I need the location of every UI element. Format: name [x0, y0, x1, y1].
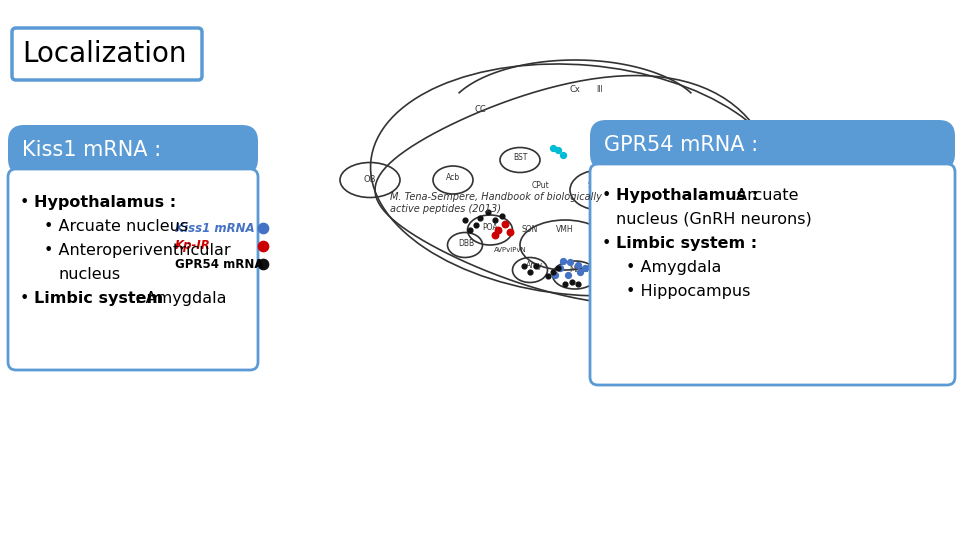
- Text: • Amygdala: • Amygdala: [626, 260, 721, 275]
- Text: CPut: CPut: [531, 180, 549, 190]
- FancyBboxPatch shape: [590, 120, 955, 170]
- Text: III: III: [596, 85, 604, 94]
- Point: [488, 231, 503, 239]
- Text: SN: SN: [670, 186, 681, 194]
- Point: [502, 228, 517, 237]
- FancyBboxPatch shape: [12, 28, 202, 80]
- Text: CC: CC: [474, 105, 486, 114]
- Text: •: •: [20, 291, 30, 306]
- Point: [472, 214, 488, 222]
- Text: SON: SON: [522, 226, 539, 234]
- Text: M. Tena-Sempere, Handbook of biologically
active peptides (2013): M. Tena-Sempere, Handbook of biologicall…: [390, 192, 602, 214]
- Text: Amy: Amy: [526, 260, 543, 269]
- Text: DBB: DBB: [458, 239, 474, 247]
- Text: Th: Th: [605, 186, 614, 194]
- Text: HL: HL: [695, 220, 705, 230]
- Point: [494, 212, 510, 220]
- Text: Cx: Cx: [569, 85, 581, 94]
- Point: [572, 268, 588, 276]
- Text: Amb: Amb: [811, 120, 828, 130]
- Point: [488, 215, 503, 224]
- Text: GPR54 mRNA: GPR54 mRNA: [175, 258, 263, 271]
- Text: •: •: [602, 236, 612, 251]
- Text: • Hippocampus: • Hippocampus: [626, 284, 751, 299]
- Text: BST: BST: [513, 153, 527, 163]
- Text: Kiss1 mRNA: Kiss1 mRNA: [175, 221, 254, 234]
- Text: OB: OB: [364, 176, 376, 185]
- Point: [633, 258, 648, 266]
- FancyBboxPatch shape: [590, 164, 955, 385]
- Text: Arcuate: Arcuate: [731, 188, 799, 203]
- Point: [561, 271, 576, 279]
- Text: C: C: [852, 191, 857, 199]
- Point: [555, 151, 570, 159]
- Point: [564, 278, 580, 286]
- Text: nucleus: nucleus: [58, 267, 120, 282]
- Text: : Amygdala: : Amygdala: [130, 291, 227, 306]
- Text: Limbic system :: Limbic system :: [616, 236, 757, 251]
- Text: DMH: DMH: [621, 246, 639, 254]
- Text: S: S: [588, 180, 592, 190]
- Text: POA: POA: [482, 222, 498, 232]
- Text: LH: LH: [650, 220, 660, 230]
- Point: [550, 264, 565, 272]
- Point: [552, 264, 567, 272]
- Text: LBN: LBN: [812, 253, 828, 262]
- Point: [491, 226, 506, 234]
- Point: [468, 221, 484, 230]
- Text: PAG: PAG: [703, 145, 717, 154]
- Point: [255, 242, 271, 251]
- Text: • Arcuate nucleus: • Arcuate nucleus: [44, 219, 188, 234]
- Text: NST: NST: [782, 143, 798, 152]
- Text: Hypothalamus :: Hypothalamus :: [616, 188, 758, 203]
- Point: [547, 271, 563, 279]
- Point: [463, 226, 478, 234]
- Text: Localization: Localization: [22, 40, 186, 68]
- Text: •: •: [20, 195, 30, 210]
- Text: Hpt: Hpt: [643, 251, 657, 260]
- Text: AP: AP: [636, 266, 645, 274]
- Text: DR: DR: [739, 151, 751, 159]
- Point: [558, 280, 573, 288]
- Point: [637, 264, 653, 272]
- Text: Limbic system: Limbic system: [34, 291, 163, 306]
- Text: Kp-IR: Kp-IR: [175, 240, 211, 253]
- Point: [563, 258, 578, 266]
- Point: [570, 280, 586, 288]
- Text: ME: ME: [569, 266, 581, 274]
- Text: Kiss1 mRNA :: Kiss1 mRNA :: [22, 140, 161, 160]
- Point: [497, 220, 513, 228]
- Text: Hypothalamus :: Hypothalamus :: [34, 195, 176, 210]
- Text: VMH: VMH: [556, 226, 574, 234]
- Point: [522, 268, 538, 276]
- Point: [540, 272, 556, 280]
- Text: • Anteroperiventricular: • Anteroperiventricular: [44, 243, 230, 258]
- Point: [255, 260, 271, 268]
- FancyBboxPatch shape: [8, 125, 258, 175]
- Point: [642, 255, 658, 264]
- Point: [545, 268, 561, 276]
- Text: Acb: Acb: [446, 173, 460, 183]
- Point: [480, 208, 495, 217]
- Point: [528, 262, 543, 271]
- Point: [516, 262, 532, 271]
- Point: [577, 264, 592, 272]
- Point: [570, 261, 586, 269]
- Point: [550, 146, 565, 154]
- Point: [545, 144, 561, 152]
- Text: GPR54 mRNA :: GPR54 mRNA :: [604, 135, 758, 155]
- Point: [457, 215, 472, 224]
- Point: [255, 224, 271, 232]
- Text: •: •: [602, 188, 612, 203]
- Text: nucleus (GnRH neurons): nucleus (GnRH neurons): [616, 212, 812, 227]
- Text: AVPvlPvN: AVPvlPvN: [493, 247, 526, 253]
- Text: PBN: PBN: [753, 160, 768, 170]
- Text: Arc: Arc: [587, 266, 599, 274]
- Text: LC: LC: [780, 191, 790, 199]
- Point: [555, 256, 570, 265]
- FancyBboxPatch shape: [8, 169, 258, 370]
